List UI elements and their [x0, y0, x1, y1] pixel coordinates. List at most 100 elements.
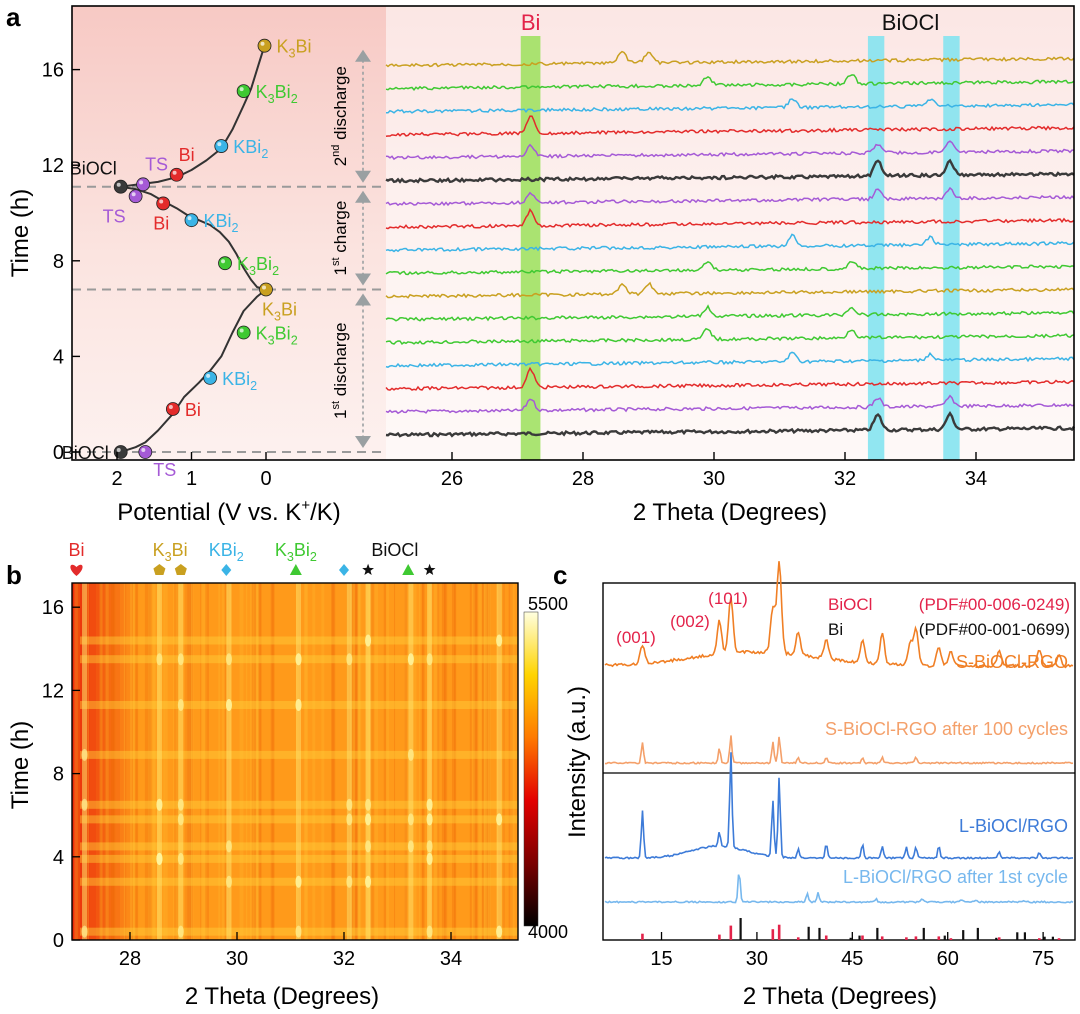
phase-point-highlight — [239, 328, 244, 333]
heatmap-hotspot — [365, 840, 372, 853]
heatmap-bright-column — [156, 583, 162, 940]
panel-b-frame — [71, 582, 519, 941]
heatmap-stripe — [473, 583, 478, 940]
subscript: 2 — [272, 264, 279, 278]
subscript: 2 — [232, 221, 239, 235]
heatmap-stripe — [437, 583, 440, 940]
heatmap-hotspot — [346, 875, 353, 888]
phase-label-k3bi2: K3Bi2 — [275, 540, 317, 564]
heatmap-stripe — [174, 583, 179, 940]
heatmap-stripe — [487, 583, 491, 940]
heatmap-stripe — [132, 583, 135, 940]
xrd-series-bi — [385, 115, 1075, 137]
heatmap-stripe — [187, 583, 191, 940]
heatmap-stripe — [203, 583, 207, 940]
panel-b-axes: 28 30 32 34 0 4 8 12 16 2 Theta (Degrees) Time (h) — [7, 597, 462, 1010]
heatmap-stripe — [76, 583, 80, 940]
phase-point-biocl — [113, 445, 128, 459]
legend-bi-pdf: (PDF#00-001-0699) — [919, 620, 1070, 639]
text-span: Bi — [256, 254, 272, 274]
phase-label-k3bi: K3Bi — [153, 540, 188, 564]
heatmap-hotspot — [156, 653, 163, 666]
phase-label-k3bi: K3Bi — [262, 299, 297, 323]
subscript: 2 — [291, 334, 298, 348]
subscript: 2 — [310, 550, 317, 564]
heatmap-bright-column — [496, 583, 502, 940]
heatmap-stripe — [257, 583, 261, 940]
heatmap-stripe — [478, 583, 483, 940]
phase-point-highlight — [239, 87, 244, 92]
heatmap-hotspot — [81, 798, 88, 811]
text-span: discharge — [331, 66, 350, 144]
heatmap-stripe — [501, 583, 504, 940]
heatmap-stripe — [175, 583, 180, 940]
heatmap-stripe — [404, 583, 408, 940]
panel-label-c: c — [553, 560, 567, 590]
phase-point-highlight — [187, 216, 192, 221]
heatmap-hotspot — [295, 698, 302, 711]
heatmap-stripe — [99, 583, 103, 940]
heatmap-stripe — [112, 583, 116, 940]
phase-label-ts: TS — [145, 154, 168, 174]
y-tick-label: 4 — [53, 346, 64, 368]
x-tick-label: 32 — [333, 948, 355, 970]
marker-diamond — [339, 564, 349, 576]
marker-star — [423, 563, 436, 575]
phase-point-highlight — [141, 448, 146, 452]
text-span: KBi — [204, 211, 232, 231]
heatmap-stripe — [253, 583, 257, 940]
heatmap-stripe — [87, 583, 90, 940]
heatmap-hotspot — [346, 813, 353, 826]
heatmap-hotspot — [346, 798, 353, 811]
text-span: Bi — [296, 37, 312, 57]
phase-point-highlight — [206, 373, 211, 378]
phase-point-ts — [136, 177, 150, 192]
heatmap-stripe — [355, 583, 357, 940]
x-tick-label: 1 — [186, 468, 197, 490]
heatmap-stripe — [436, 583, 439, 940]
phase-point-highlight — [217, 142, 222, 147]
xrd-series-ts — [385, 394, 1075, 415]
stage-label: 2nd discharge — [330, 66, 350, 166]
x-tick-label: 32 — [834, 468, 856, 490]
marker-triangle — [289, 564, 302, 575]
y-tick-label: 12 — [42, 680, 64, 702]
text-span: K — [262, 299, 274, 319]
heatmap-hotspot — [81, 925, 88, 938]
subscript: 3 — [274, 309, 281, 323]
superscript: st — [330, 401, 342, 410]
heatmap-stripe — [385, 583, 390, 940]
heatmap-stripe — [331, 583, 336, 940]
heatmap-hotspot — [295, 875, 302, 888]
heatmap-edge — [90, 583, 96, 940]
text-span: Bi — [153, 213, 169, 233]
phase-point-kbi2 — [184, 213, 199, 228]
stage-arrow-head — [355, 49, 371, 62]
phase-label-bi: Bi — [153, 213, 169, 233]
heatmap-stripe — [123, 583, 126, 940]
xrd-series-k3bi — [385, 281, 1075, 299]
xrd-series-k3bi2 — [385, 327, 1075, 345]
phase-point-highlight — [260, 41, 265, 46]
heatmap-edge — [102, 583, 108, 940]
heatmap-stripe — [206, 583, 210, 940]
heatmap-bright-column — [346, 583, 352, 940]
heatmap-stripe — [252, 583, 257, 940]
phase-label-kbi2: KBi2 — [204, 211, 239, 235]
heatmap-stripe — [271, 583, 275, 940]
heatmap-hotspot — [225, 840, 232, 853]
text-span: BiOCl — [62, 443, 109, 463]
panel-c-axes: 15 30 45 60 75 2 Theta (Degrees) — [650, 932, 1054, 1010]
highlight-band-biocl — [943, 36, 960, 460]
text-span: Bi — [275, 324, 291, 344]
x-tick-label: 34 — [440, 948, 462, 970]
phase-point-k3bi2 — [236, 84, 251, 99]
phase-point-biocl — [113, 179, 128, 194]
panel-a-left-xlabel: Potential (V vs. K+/K) — [117, 497, 341, 526]
text-span: K — [153, 540, 165, 560]
heatmap-hotspot — [225, 698, 232, 711]
xrd-series-k3bi — [385, 50, 1075, 68]
superscript: st — [330, 257, 342, 266]
heatmap-stripe — [189, 583, 191, 940]
heatmap-stripe — [444, 583, 448, 940]
